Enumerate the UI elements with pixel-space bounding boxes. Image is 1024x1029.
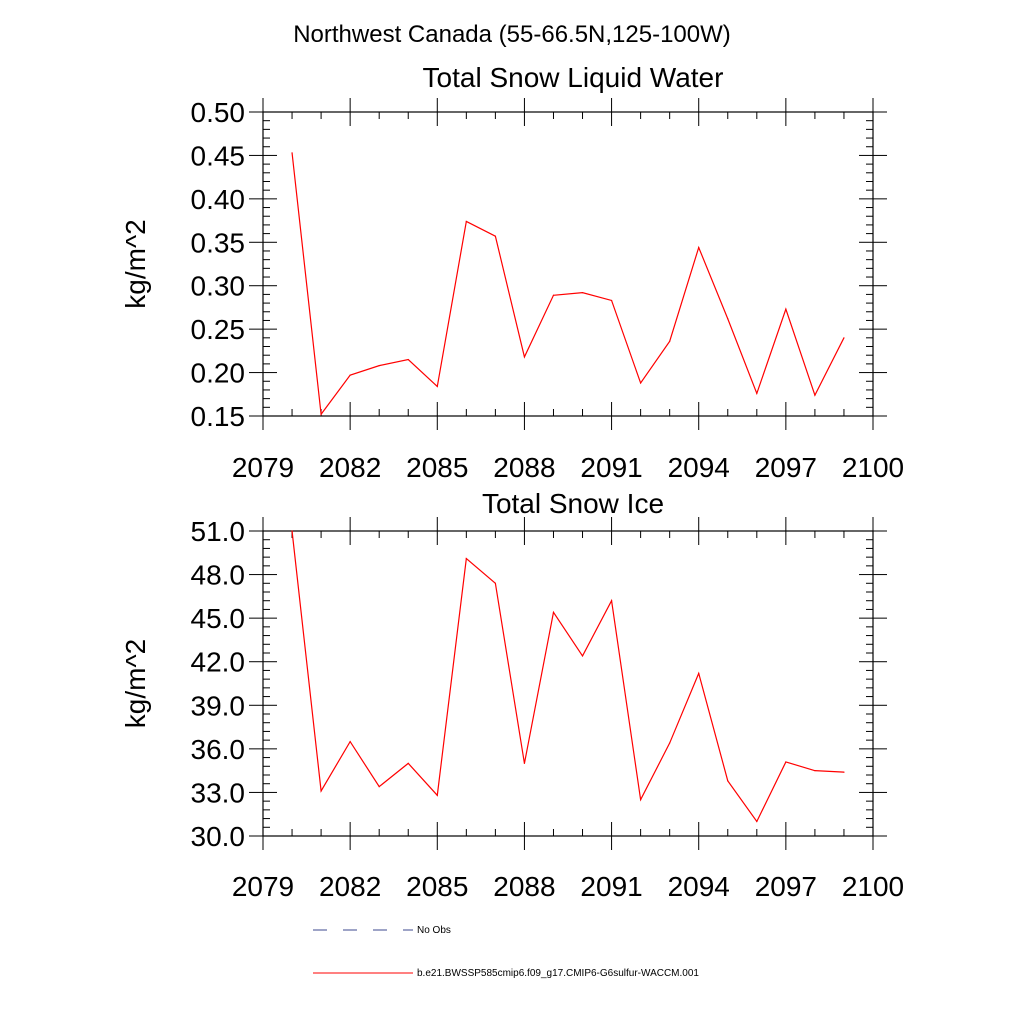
y-tick-label: 0.45 [191,140,246,171]
data-point [727,780,729,782]
x-tick-label: 2091 [580,452,642,483]
data-point [785,761,787,763]
y-tick-label: 0.15 [191,401,246,432]
y-axis-label: kg/m^2 [120,639,151,728]
y-tick-label: 30.0 [191,821,246,852]
y-tick-label: 33.0 [191,777,246,808]
data-point [814,770,816,772]
x-tick-label: 2097 [755,452,817,483]
y-tick-label: 36.0 [191,734,246,765]
plot-frame [262,530,874,837]
series-line [291,530,844,823]
legend: No Obs b.e21.BWSSP585cmip6.f09_g17.CMIP6-… [313,925,699,979]
data-point [407,762,409,764]
x-tick-label: 2097 [755,871,817,902]
data-point [320,790,322,792]
data-point [349,374,351,376]
data-point [523,356,526,358]
legend-label: No Obs [417,925,451,936]
y-tick-label: 0.20 [191,358,246,389]
panel-title: Total Snow Liquid Water [423,62,724,93]
y-tick-label: 0.40 [191,184,246,215]
y-tick-label: 45.0 [191,603,246,634]
x-tick-label: 2100 [842,452,904,483]
data-point [785,308,787,310]
data-point [494,582,496,584]
x-tick-label: 2091 [580,871,642,902]
x-tick-label: 2085 [406,452,468,483]
x-tick-label: 2082 [319,452,381,483]
data-point [378,365,380,367]
legend-label: b.e21.BWSSP585cmip6.f09_g17.CMIP6-G6sulf… [417,968,699,979]
y-tick-label: 0.50 [191,97,246,128]
data-point [436,794,438,796]
data-point [756,820,758,823]
data-point [814,394,816,396]
data-point [756,392,758,395]
data-point [436,385,438,388]
data-point [407,358,409,361]
data-point [610,299,613,302]
data-point [698,246,700,249]
y-tick-label: 48.0 [191,560,246,591]
plot-frame [262,111,874,417]
data-point [669,742,671,744]
y-tick-label: 0.30 [191,271,246,302]
y-tick-label: 0.35 [191,227,246,258]
x-tick-label: 2079 [232,452,294,483]
data-point [843,337,845,339]
data-point [465,557,467,560]
figure-title: Northwest Canada (55-66.5N,125-100W) [293,21,731,48]
x-tick-label: 2082 [319,871,381,902]
panel-snow-liquid-water: Total Snow Liquid Water kg/m^2 2079 2082 208… [120,62,904,483]
y-axis-label: kg/m^2 [120,219,151,308]
data-point [465,220,467,223]
x-tick-label: 2079 [232,871,294,902]
data-point [349,740,351,743]
data-point [552,294,555,296]
data-point [291,530,293,532]
data-point [378,786,380,788]
x-tick-label: 2094 [668,871,730,902]
data-point [610,600,613,602]
data-point [698,672,700,674]
data-point [640,799,642,801]
data-point [669,340,671,342]
data-point [523,762,526,764]
x-tick-label: 2088 [493,871,555,902]
y-tick-label: 51.0 [191,516,246,547]
panel-snow-ice: Total Snow Ice kg/m^2 2079 2082 2085 2088 2091… [120,488,904,902]
data-point [581,655,584,657]
y-tick-label: 42.0 [191,647,246,678]
data-point [640,382,642,384]
x-tick-label: 2100 [842,871,904,902]
data-point [843,771,845,773]
data-point [581,292,584,294]
panel-title: Total Snow Ice [482,488,664,519]
data-point [291,152,293,154]
data-point [552,611,555,613]
x-tick-label: 2085 [406,871,468,902]
data-point [320,413,322,415]
series-line [291,152,845,416]
data-point [727,318,729,320]
y-tick-label: 0.25 [191,314,246,345]
data-point [494,235,496,237]
x-tick-label: 2094 [668,452,730,483]
x-tick-label: 2088 [493,452,555,483]
y-tick-label: 39.0 [191,690,246,721]
